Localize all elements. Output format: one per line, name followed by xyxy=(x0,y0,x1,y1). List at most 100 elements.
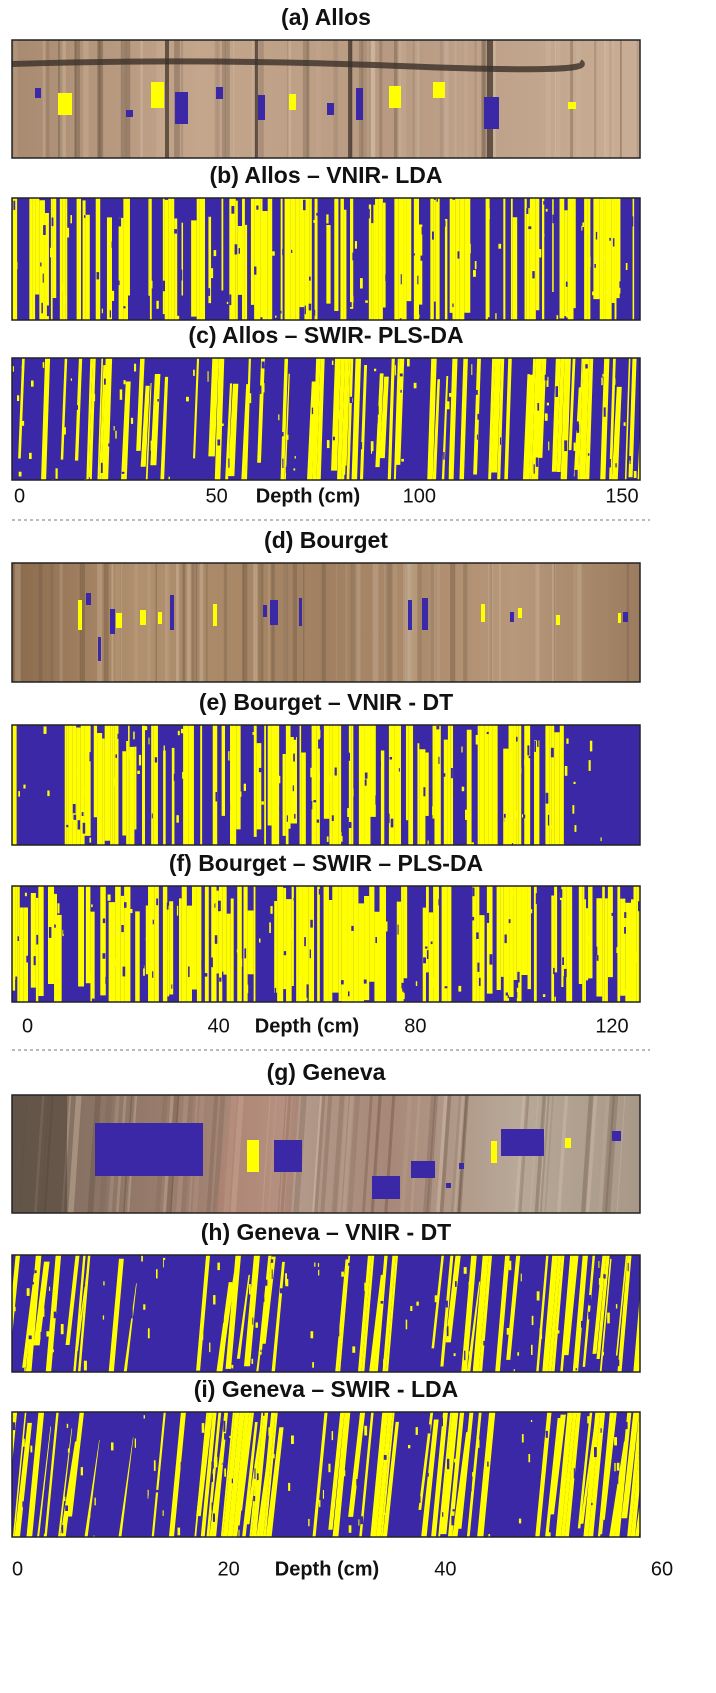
speckle xyxy=(444,220,446,226)
speckle xyxy=(575,825,577,832)
yellow-column xyxy=(593,198,599,299)
speckle xyxy=(103,1315,104,1319)
speckle xyxy=(166,1290,169,1292)
yellow-column xyxy=(648,203,652,320)
speckle xyxy=(228,751,229,760)
speckle xyxy=(552,215,554,224)
speckle xyxy=(627,1472,629,1476)
photo-streak xyxy=(385,563,387,682)
speckle xyxy=(422,368,425,371)
speckle xyxy=(269,922,271,933)
speckle xyxy=(153,920,154,925)
photo-streak xyxy=(557,40,560,158)
speckle xyxy=(352,789,354,797)
speckle xyxy=(203,1353,206,1359)
speckle xyxy=(333,437,335,441)
speckle xyxy=(255,262,257,265)
speckle xyxy=(581,1321,584,1328)
speckle xyxy=(314,1263,315,1267)
yellow-column xyxy=(633,198,635,320)
photo-streak xyxy=(104,563,109,682)
photo-streak xyxy=(604,40,606,158)
sample-marker xyxy=(98,637,101,661)
sample-marker xyxy=(86,593,91,605)
speckle xyxy=(596,1422,598,1429)
yellow-column xyxy=(60,198,63,320)
speckle xyxy=(313,220,315,223)
speckle xyxy=(174,1441,175,1451)
speckle xyxy=(613,238,615,246)
yellow-column xyxy=(369,886,374,982)
speckle xyxy=(511,420,514,427)
speckle xyxy=(18,791,20,797)
speckle xyxy=(294,732,296,740)
speckle xyxy=(176,815,179,823)
yellow-column xyxy=(333,725,339,845)
speckle xyxy=(366,941,368,951)
speckle xyxy=(259,939,261,943)
yellow-column xyxy=(574,198,576,308)
yellow-column xyxy=(608,886,613,977)
speckle xyxy=(375,796,377,805)
yellow-column xyxy=(200,198,205,320)
yellow-column xyxy=(504,886,509,1001)
sample-marker xyxy=(612,1131,621,1141)
speckle xyxy=(365,773,368,779)
speckle xyxy=(442,773,445,777)
speckle xyxy=(161,276,163,280)
speckle xyxy=(439,1467,441,1469)
speckle xyxy=(620,294,621,301)
speckle xyxy=(438,757,439,764)
core-photo xyxy=(12,40,640,158)
speckle xyxy=(509,919,511,923)
speckle xyxy=(551,748,554,758)
speckle xyxy=(531,1420,532,1422)
speckle xyxy=(615,463,616,467)
yellow-column xyxy=(85,725,91,836)
speckle xyxy=(294,898,296,900)
depth-tick-label: 40 xyxy=(434,1558,456,1580)
speckle xyxy=(111,1311,113,1317)
speckle xyxy=(379,216,382,224)
photo-streak xyxy=(60,563,63,682)
speckle xyxy=(161,1307,163,1312)
speckle xyxy=(470,1485,472,1492)
speckle xyxy=(291,1324,294,1329)
speckle xyxy=(536,893,539,904)
yellow-column xyxy=(119,218,124,320)
speckle xyxy=(433,978,435,987)
speckle xyxy=(609,238,611,241)
yellow-column xyxy=(586,908,588,980)
speckle xyxy=(164,746,165,754)
speckle xyxy=(469,1351,471,1356)
photo-streak xyxy=(430,563,434,682)
depth-tick-label: 0 xyxy=(12,1558,23,1580)
yellow-column xyxy=(554,886,557,972)
speckle xyxy=(626,1434,627,1438)
speckle xyxy=(504,990,505,994)
photo-streak xyxy=(206,563,208,682)
yellow-column xyxy=(96,198,100,320)
speckle xyxy=(262,801,264,804)
speckle xyxy=(454,1491,456,1499)
speckle xyxy=(305,306,306,315)
speckle xyxy=(602,1352,604,1356)
speckle xyxy=(449,393,451,397)
panel-title: (a) Allos xyxy=(281,4,371,30)
speckle xyxy=(432,439,433,446)
speckle xyxy=(217,440,220,446)
speckle xyxy=(118,734,121,739)
speckle xyxy=(350,302,352,307)
yellow-column xyxy=(169,901,173,994)
speckle xyxy=(343,1470,346,1476)
speckle xyxy=(412,408,413,418)
yellow-column xyxy=(200,725,202,845)
speckle xyxy=(232,774,235,781)
yellow-column xyxy=(128,198,130,296)
speckle xyxy=(437,290,438,295)
speckle xyxy=(167,952,169,961)
speckle xyxy=(75,822,77,824)
yellow-column xyxy=(419,224,422,304)
speckle xyxy=(222,975,225,981)
